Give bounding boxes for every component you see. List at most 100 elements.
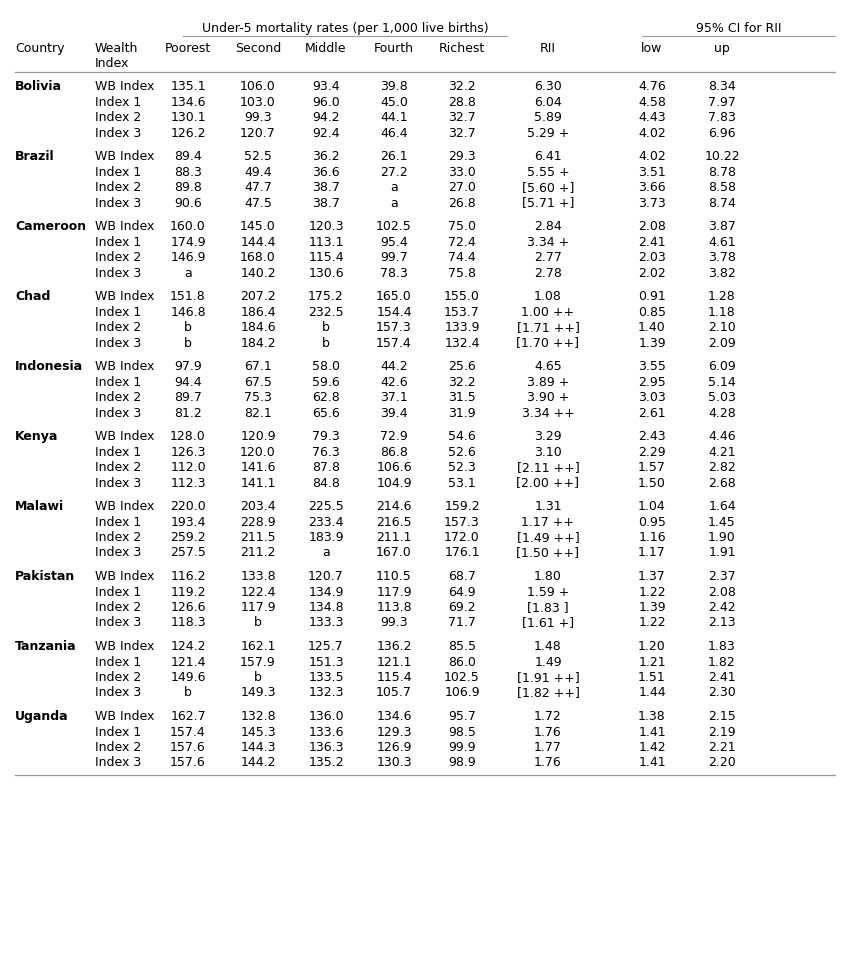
Text: 39.4: 39.4 — [380, 406, 408, 420]
Text: 2.13: 2.13 — [708, 617, 736, 629]
Text: 6.41: 6.41 — [534, 150, 562, 163]
Text: 186.4: 186.4 — [241, 306, 275, 318]
Text: 7.83: 7.83 — [708, 111, 736, 124]
Text: 157.6: 157.6 — [170, 741, 206, 754]
Text: 94.2: 94.2 — [312, 111, 340, 124]
Text: 1.64: 1.64 — [708, 500, 736, 513]
Text: 233.4: 233.4 — [309, 515, 343, 529]
Text: [1.50 ++]: [1.50 ++] — [517, 546, 580, 559]
Text: 95% CI for RII: 95% CI for RII — [696, 22, 781, 35]
Text: b: b — [184, 687, 192, 699]
Text: 75.3: 75.3 — [244, 391, 272, 404]
Text: Index 2: Index 2 — [95, 391, 141, 404]
Text: Index 3: Index 3 — [95, 617, 141, 629]
Text: 72.4: 72.4 — [448, 236, 476, 248]
Text: 2.19: 2.19 — [708, 725, 736, 739]
Text: 74.4: 74.4 — [448, 251, 476, 264]
Text: Tanzania: Tanzania — [15, 640, 76, 653]
Text: 1.20: 1.20 — [638, 640, 666, 653]
Text: 3.34 ++: 3.34 ++ — [522, 406, 575, 420]
Text: Chad: Chad — [15, 290, 50, 303]
Text: 2.08: 2.08 — [708, 585, 736, 599]
Text: 1.45: 1.45 — [708, 515, 736, 529]
Text: 1.41: 1.41 — [638, 725, 666, 739]
Text: Index 1: Index 1 — [95, 166, 141, 178]
Text: 58.0: 58.0 — [312, 360, 340, 373]
Text: Index 3: Index 3 — [95, 406, 141, 420]
Text: 6.09: 6.09 — [708, 360, 736, 373]
Text: 99.9: 99.9 — [448, 741, 476, 754]
Text: 3.82: 3.82 — [708, 266, 736, 280]
Text: 121.1: 121.1 — [377, 655, 411, 669]
Text: 8.34: 8.34 — [708, 80, 736, 93]
Text: 82.1: 82.1 — [244, 406, 272, 420]
Text: 174.9: 174.9 — [170, 236, 206, 248]
Text: Index 2: Index 2 — [95, 671, 141, 684]
Text: 26.8: 26.8 — [448, 196, 476, 210]
Text: 4.02: 4.02 — [638, 126, 666, 140]
Text: WB Index: WB Index — [95, 570, 155, 583]
Text: 1.72: 1.72 — [534, 710, 562, 723]
Text: [5.71 +]: [5.71 +] — [522, 196, 575, 210]
Text: 130.6: 130.6 — [309, 266, 343, 280]
Text: 99.3: 99.3 — [244, 111, 272, 124]
Text: 96.0: 96.0 — [312, 96, 340, 108]
Text: [5.60 +]: [5.60 +] — [522, 181, 575, 194]
Text: 104.9: 104.9 — [377, 476, 411, 490]
Text: 159.2: 159.2 — [445, 500, 479, 513]
Text: 149.6: 149.6 — [170, 671, 206, 684]
Text: 3.10: 3.10 — [534, 445, 562, 459]
Text: b: b — [254, 617, 262, 629]
Text: 86.0: 86.0 — [448, 655, 476, 669]
Text: WB Index: WB Index — [95, 150, 155, 163]
Text: [2.00 ++]: [2.00 ++] — [517, 476, 580, 490]
Text: 1.22: 1.22 — [638, 617, 666, 629]
Text: 4.21: 4.21 — [708, 445, 736, 459]
Text: 2.03: 2.03 — [638, 251, 666, 264]
Text: 59.6: 59.6 — [312, 376, 340, 389]
Text: 39.8: 39.8 — [380, 80, 408, 93]
Text: 52.3: 52.3 — [448, 461, 476, 474]
Text: 134.8: 134.8 — [309, 601, 343, 614]
Text: 3.73: 3.73 — [638, 196, 666, 210]
Text: 5.89: 5.89 — [534, 111, 562, 124]
Text: 87.8: 87.8 — [312, 461, 340, 474]
Text: 25.6: 25.6 — [448, 360, 476, 373]
Text: 31.5: 31.5 — [448, 391, 476, 404]
Text: 1.28: 1.28 — [708, 290, 736, 303]
Text: 26.1: 26.1 — [380, 150, 408, 163]
Text: Richest: Richest — [439, 42, 485, 55]
Text: Index 1: Index 1 — [95, 376, 141, 389]
Text: 167.0: 167.0 — [376, 546, 412, 559]
Text: 1.17 ++: 1.17 ++ — [522, 515, 575, 529]
Text: 46.4: 46.4 — [380, 126, 408, 140]
Text: 64.9: 64.9 — [448, 585, 476, 599]
Text: 1.18: 1.18 — [708, 306, 736, 318]
Text: 1.44: 1.44 — [638, 687, 666, 699]
Text: 115.4: 115.4 — [377, 671, 411, 684]
Text: [1.71 ++]: [1.71 ++] — [517, 321, 580, 334]
Text: Index 3: Index 3 — [95, 266, 141, 280]
Text: Country: Country — [15, 42, 65, 55]
Text: 1.50: 1.50 — [638, 476, 666, 490]
Text: 2.30: 2.30 — [708, 687, 736, 699]
Text: WB Index: WB Index — [95, 430, 155, 443]
Text: Index 2: Index 2 — [95, 461, 141, 474]
Text: Index 1: Index 1 — [95, 725, 141, 739]
Text: Uganda: Uganda — [15, 710, 69, 723]
Text: a: a — [390, 196, 398, 210]
Text: 92.4: 92.4 — [312, 126, 340, 140]
Text: 75.8: 75.8 — [448, 266, 476, 280]
Text: 1.51: 1.51 — [638, 671, 666, 684]
Text: 2.21: 2.21 — [708, 741, 736, 754]
Text: 184.2: 184.2 — [241, 336, 275, 350]
Text: 2.08: 2.08 — [638, 220, 666, 233]
Text: 259.2: 259.2 — [170, 531, 206, 544]
Text: 130.1: 130.1 — [170, 111, 206, 124]
Text: 118.3: 118.3 — [170, 617, 206, 629]
Text: 211.5: 211.5 — [241, 531, 275, 544]
Text: 5.29 +: 5.29 + — [527, 126, 570, 140]
Text: 155.0: 155.0 — [444, 290, 480, 303]
Text: 0.95: 0.95 — [638, 515, 666, 529]
Text: 146.8: 146.8 — [170, 306, 206, 318]
